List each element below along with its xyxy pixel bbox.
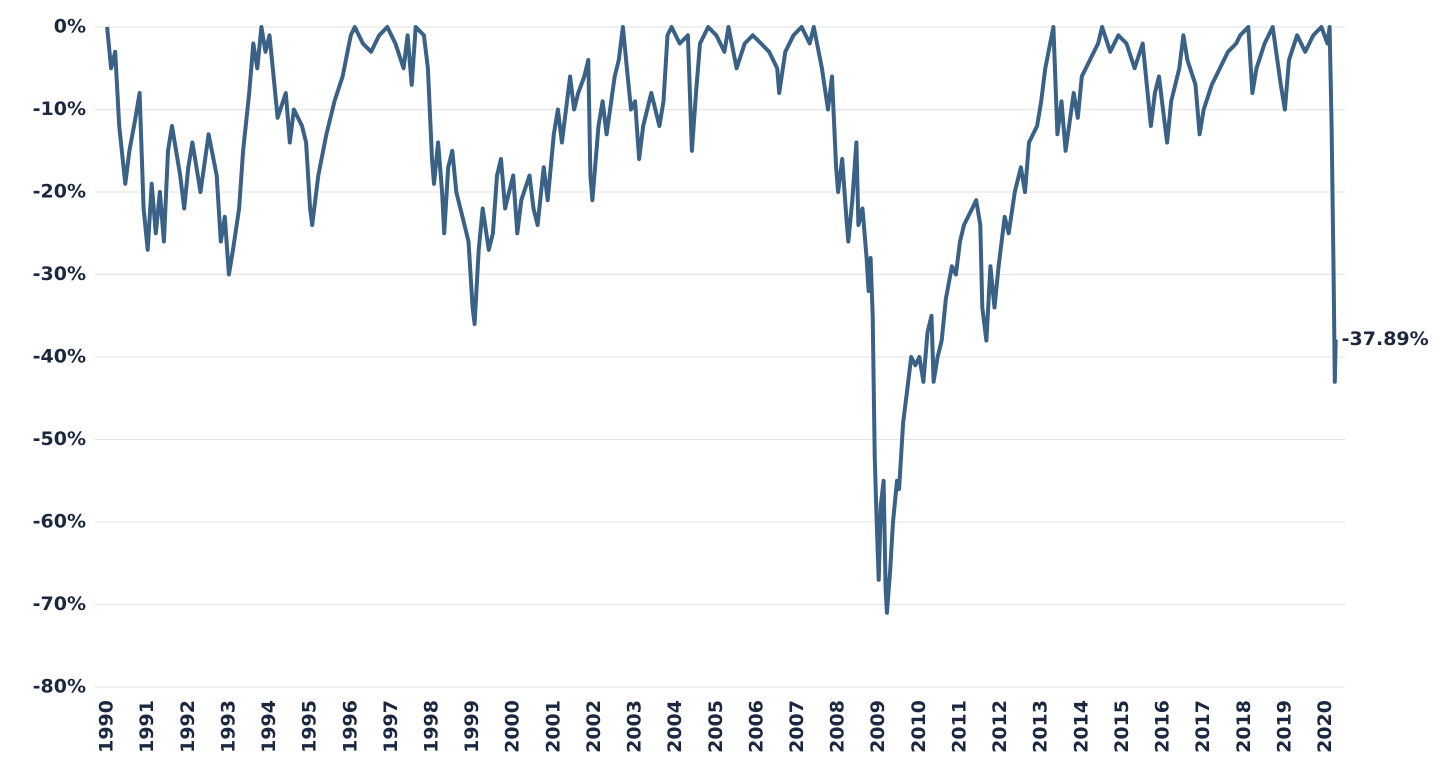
- x-tick-label: 2011: [948, 700, 970, 753]
- y-tick-label: -60%: [33, 511, 86, 533]
- annotation: -37.89%: [1342, 328, 1429, 350]
- x-tick-label: 2013: [1030, 700, 1052, 753]
- x-tick-label: 1995: [299, 700, 321, 753]
- x-tick-label: 1990: [96, 700, 118, 753]
- x-tick-label: 2016: [1152, 700, 1174, 753]
- y-tick-label: -80%: [33, 676, 86, 698]
- x-tick-label: 2004: [664, 700, 686, 753]
- x-tick-label: 2019: [1273, 700, 1295, 753]
- x-tick-label: 1999: [461, 700, 483, 753]
- y-tick-label: -50%: [33, 428, 86, 450]
- x-tick-label: 2002: [583, 700, 605, 753]
- y-tick-label: -40%: [33, 346, 86, 368]
- x-tick-label: 1997: [380, 700, 402, 753]
- y-tick-label: 0%: [54, 16, 86, 38]
- x-tick-label: 2018: [1233, 700, 1255, 753]
- y-tick-label: -20%: [33, 181, 86, 203]
- x-tick-label: 2020: [1314, 700, 1336, 753]
- x-tick-label: 2007: [786, 700, 808, 753]
- x-tick-label: 2000: [502, 700, 524, 753]
- x-tick-label: 2006: [745, 700, 767, 753]
- x-tick-label: 1994: [258, 700, 280, 753]
- x-tick-label: 2001: [542, 700, 564, 753]
- x-tick-label: 1993: [217, 700, 239, 753]
- x-tick-label: 2012: [989, 700, 1011, 753]
- x-tick-label: 2009: [867, 700, 889, 753]
- x-tick-label: 2015: [1111, 700, 1133, 753]
- x-tick-label: 2008: [827, 700, 849, 753]
- x-tick-label: 1991: [136, 700, 158, 753]
- x-tick-label: 2010: [908, 700, 930, 753]
- x-tick-label: 1996: [339, 700, 361, 753]
- x-tick-label: 2005: [705, 700, 727, 753]
- y-tick-label: -30%: [33, 263, 86, 285]
- x-tick-label: 2017: [1192, 700, 1214, 753]
- x-tick-label: 1998: [420, 700, 442, 753]
- x-tick-label: 1992: [177, 700, 199, 753]
- line: [105, 25, 1338, 615]
- y-tick-label: -70%: [33, 593, 86, 615]
- x-tick-label: 2014: [1070, 700, 1092, 753]
- y-tick-label: -10%: [33, 98, 86, 120]
- x-tick-label: 2003: [624, 700, 646, 753]
